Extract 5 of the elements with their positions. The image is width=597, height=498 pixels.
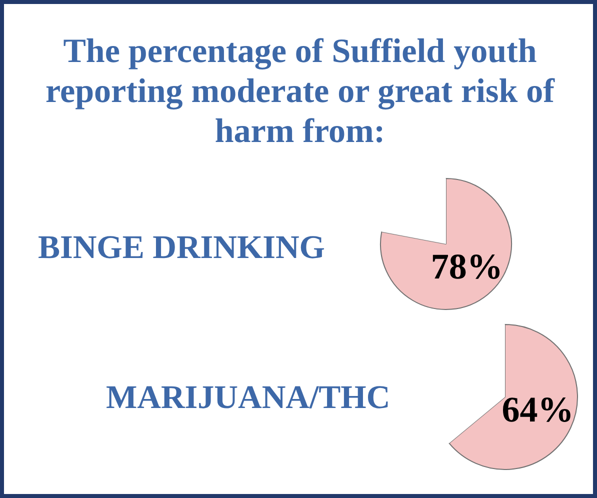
text: The percentage of Suffield youth reporting moderate or great risk of harm from:	[44, 32, 556, 152]
text: BINGE DRINKING	[38, 230, 325, 267]
data-label: 64%	[502, 390, 574, 430]
data-label: 78%	[430, 246, 503, 287]
text: MARIJUANA/THC	[106, 380, 390, 417]
